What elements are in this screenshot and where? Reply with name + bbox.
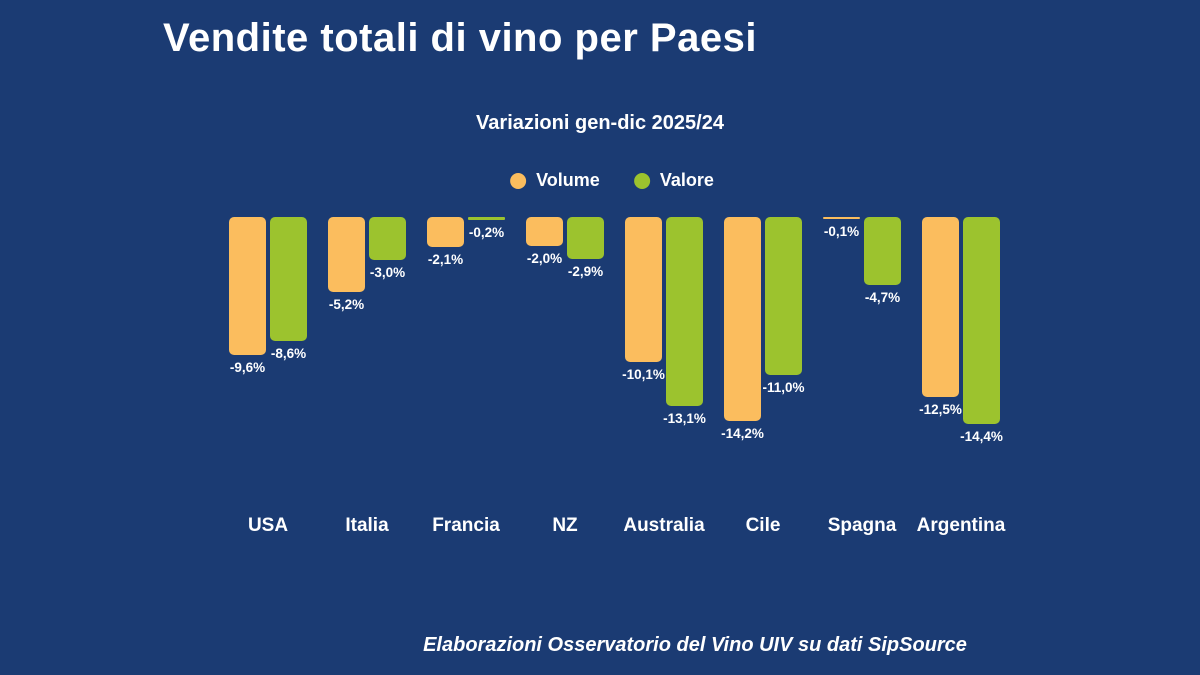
bar-group-italia: -5,2% -3,0% <box>328 217 406 517</box>
category-label-cile: Cile <box>745 515 781 536</box>
valore-bar <box>864 217 901 285</box>
volume-bar <box>526 217 563 246</box>
bar-group-australia: -10,1% -13,1% <box>622 217 706 517</box>
source-note: Elaborazioni Osservatorio del Vino UIV s… <box>423 634 967 656</box>
category-label-australia: Australia <box>623 515 705 536</box>
legend-volume-swatch-icon <box>510 172 527 189</box>
bar-group-usa: -9,6% -8,6% <box>229 217 307 517</box>
category-label-francia: Francia <box>432 515 500 536</box>
value-label: -13,1% <box>663 411 706 426</box>
value-label: -2,1% <box>427 252 464 267</box>
bar-group-argentina: -12,5% -14,4% <box>919 217 1003 517</box>
bar-group-cile: -14,2% -11,0% <box>721 217 805 517</box>
chart-subtitle: Variazioni gen-dic 2025/24 <box>476 112 724 134</box>
page-title: Vendite totali di vino per Paesi <box>163 16 757 60</box>
legend: Volume Valore <box>510 170 714 191</box>
value-label: -2,0% <box>526 251 563 266</box>
value-label: -0,1% <box>823 224 860 239</box>
volume-bar <box>328 217 365 292</box>
value-label: -2,9% <box>567 264 604 279</box>
value-label: -10,1% <box>622 367 665 382</box>
value-label: -9,6% <box>229 360 266 375</box>
category-label-nz: NZ <box>552 515 578 536</box>
category-label-usa: USA <box>247 515 289 536</box>
category-axis: USA Italia Francia NZ Australia Cile Spagna Arg… <box>229 515 1019 545</box>
volume-bar <box>625 217 662 362</box>
value-label: -8,6% <box>270 346 307 361</box>
legend-item-valore: Valore <box>633 170 714 191</box>
value-label: -12,5% <box>919 402 962 417</box>
legend-volume-label: Volume <box>536 170 600 190</box>
legend-item-volume: Volume <box>510 170 600 191</box>
volume-bar <box>427 217 464 247</box>
category-label-spagna: Spagna <box>827 515 897 536</box>
value-label: -14,2% <box>721 426 764 441</box>
valore-bar <box>666 217 703 406</box>
category-label-argentina: Argentina <box>916 515 1006 536</box>
volume-bar <box>922 217 959 397</box>
value-label: -3,0% <box>369 265 406 280</box>
bar-group-francia: -2,1% -0,2% <box>427 217 505 517</box>
valore-bar <box>765 217 802 375</box>
bar-chart: -9,6% -8,6% -5,2% -3,0% -2,1% -0,2% -2,0% -2,9%… <box>229 217 1019 517</box>
valore-bar <box>369 217 406 260</box>
volume-bar <box>229 217 266 355</box>
value-label: -14,4% <box>960 429 1003 444</box>
legend-valore-label: Valore <box>659 170 714 190</box>
valore-bar <box>963 217 1000 424</box>
valore-bar <box>567 217 604 259</box>
value-label: -0,2% <box>468 225 505 240</box>
category-label-italia: Italia <box>345 515 389 536</box>
valore-bar <box>468 217 505 220</box>
value-label: -5,2% <box>328 297 365 312</box>
volume-bar <box>724 217 761 421</box>
bar-group-spagna: -0,1% -4,7% <box>823 217 901 517</box>
value-label: -11,0% <box>762 380 805 395</box>
volume-bar <box>823 217 860 219</box>
valore-bar <box>270 217 307 341</box>
legend-valore-swatch-icon <box>633 172 650 189</box>
bar-group-nz: -2,0% -2,9% <box>526 217 604 517</box>
value-label: -4,7% <box>864 290 901 305</box>
